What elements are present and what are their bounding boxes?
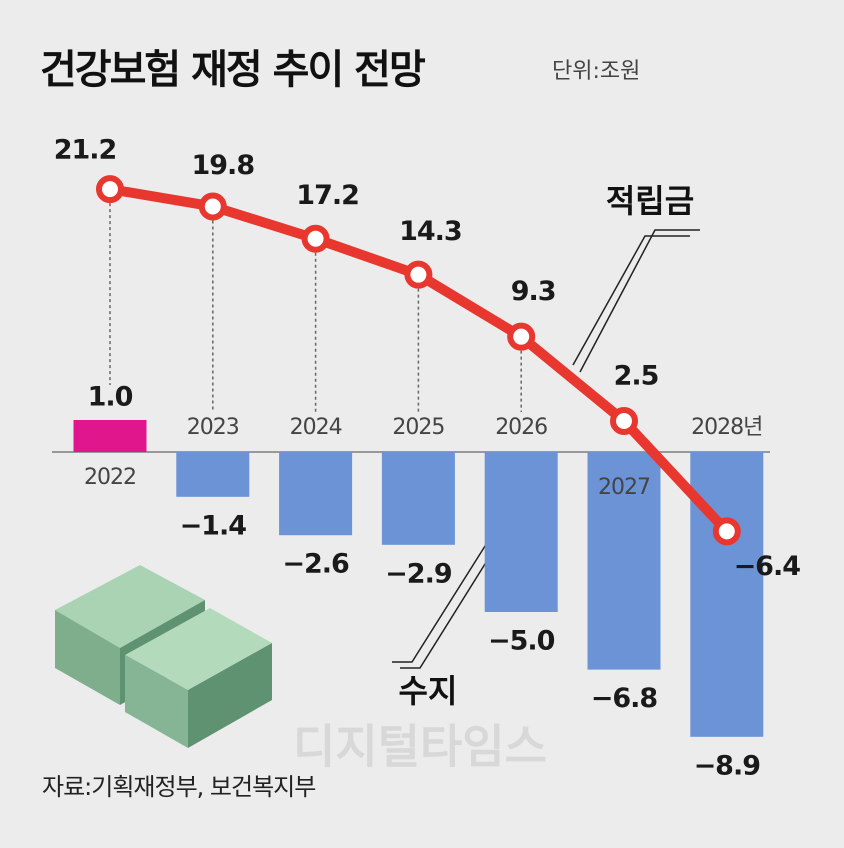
data-label: −1.4 — [180, 510, 247, 541]
line-point — [507, 322, 536, 351]
line-point — [404, 260, 433, 289]
bar — [73, 420, 147, 452]
data-label: −8.9 — [694, 750, 761, 781]
leader-line — [572, 235, 690, 366]
leader-line — [400, 531, 506, 669]
data-label: 9.3 — [511, 276, 556, 307]
bar — [176, 452, 250, 497]
line-point — [301, 224, 330, 253]
x-tick-label: 2028년 — [691, 415, 762, 440]
x-tick-label: 2024 — [290, 415, 342, 440]
bar — [484, 452, 558, 612]
money-illustration — [55, 565, 272, 748]
data-label: 1.0 — [88, 382, 133, 413]
data-label: 14.3 — [399, 216, 462, 247]
line-point — [712, 517, 741, 546]
watermark: 디지털타임스 — [293, 720, 547, 774]
chart-title: 건강보험 재정 추이 전망 — [40, 47, 426, 93]
source: 자료:기획재정부, 보건복지부 — [42, 773, 315, 801]
data-label: −6.4 — [734, 551, 801, 582]
series-label: 수지 — [399, 672, 458, 710]
data-label: 2.5 — [614, 361, 659, 392]
data-label: −5.0 — [488, 626, 555, 657]
series-label: 적립금 — [606, 182, 694, 220]
line-point — [96, 175, 124, 204]
bar — [587, 452, 661, 670]
data-label: −6.8 — [591, 683, 658, 714]
x-tick-label: 2027 — [598, 475, 650, 500]
data-label: −2.6 — [282, 549, 349, 580]
bar — [381, 452, 455, 545]
leader-line — [392, 526, 498, 663]
x-tick-label: 2025 — [392, 415, 444, 440]
x-tick-label: 2026 — [495, 415, 547, 440]
data-label: 19.8 — [191, 150, 254, 181]
bar — [279, 452, 353, 536]
data-label: 17.2 — [296, 180, 359, 211]
leader-line — [579, 229, 700, 373]
line-point — [198, 192, 227, 221]
data-label: 21.2 — [54, 135, 117, 166]
line-point — [610, 407, 638, 435]
bar — [690, 452, 764, 737]
data-label: −2.9 — [385, 558, 452, 589]
unit-label: 단위:조원 — [552, 59, 640, 84]
x-tick-label: 2022 — [84, 465, 136, 490]
x-tick-label: 2023 — [187, 415, 239, 440]
